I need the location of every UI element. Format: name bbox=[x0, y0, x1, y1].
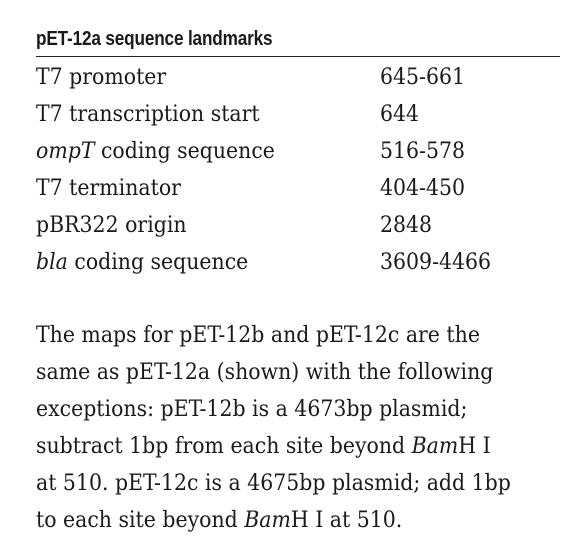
feature-name-text: coding sequence bbox=[94, 139, 275, 164]
feature-name-text: pBR322 origin bbox=[36, 213, 187, 238]
feature-name-text: T7 transcription start bbox=[36, 102, 260, 127]
table-row: T7 transcription start 644 bbox=[36, 96, 560, 133]
feature-range: 644 bbox=[380, 102, 420, 127]
landmarks-table: T7 promoter 645-661 T7 transcription sta… bbox=[36, 59, 560, 281]
feature-name: pBR322 origin bbox=[36, 207, 187, 244]
heading-rule bbox=[36, 56, 560, 57]
feature-name-text: T7 promoter bbox=[36, 65, 167, 90]
feature-name: T7 promoter bbox=[36, 59, 166, 96]
paragraph-line: The maps for pET-12b and pET-12c are the bbox=[36, 323, 480, 348]
feature-range: 404-450 bbox=[380, 176, 466, 201]
feature-range: 645-661 bbox=[380, 65, 466, 90]
section-heading: pET-12a sequence landmarks bbox=[36, 28, 273, 50]
feature-name-italic: ompT bbox=[36, 139, 95, 164]
table-row: bla coding sequence 3609-4466 bbox=[36, 244, 560, 281]
feature-name-italic: bla bbox=[36, 250, 68, 275]
exceptions-paragraph: The maps for pET-12b and pET-12c are the… bbox=[36, 317, 560, 539]
feature-name-text: coding sequence bbox=[67, 250, 249, 275]
table-row: T7 terminator 404-450 bbox=[36, 170, 560, 207]
feature-name: T7 terminator bbox=[36, 170, 181, 207]
table-row: pBR322 origin 2848 bbox=[36, 207, 560, 244]
feature-name: bla coding sequence bbox=[36, 244, 248, 281]
paragraph-line: same as pET-12a (shown) with the followi… bbox=[36, 360, 494, 385]
table-row: T7 promoter 645-661 bbox=[36, 59, 560, 96]
feature-range: 516-578 bbox=[380, 139, 466, 164]
table-row: ompT coding sequence 516-578 bbox=[36, 133, 560, 170]
paragraph-line: at 510. pET-12c is a 4675bp plasmid; add… bbox=[36, 471, 511, 496]
paragraph-line: to each site beyond BamH I at 510. bbox=[36, 508, 403, 533]
feature-range: 2848 bbox=[380, 213, 433, 238]
feature-name: ompT coding sequence bbox=[36, 133, 275, 170]
paragraph-line: subtract 1bp from each site beyond BamH … bbox=[36, 434, 491, 459]
feature-name-text: T7 terminator bbox=[36, 176, 181, 201]
feature-name: T7 transcription start bbox=[36, 96, 260, 133]
paragraph-line: exceptions: pET-12b is a 4673bp plasmid; bbox=[36, 397, 468, 422]
feature-range: 3609-4466 bbox=[380, 250, 492, 275]
